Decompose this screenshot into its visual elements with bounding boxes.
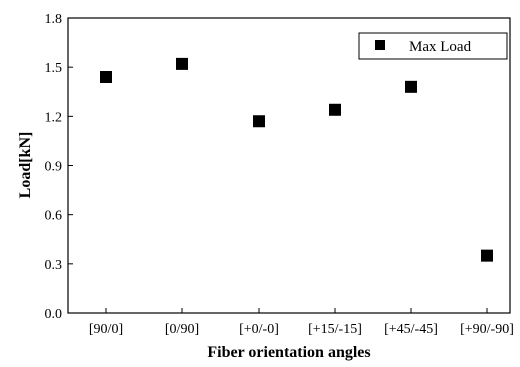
data-point [253, 115, 265, 128]
x-ticks: [90/0] [0/90] [+0/-0] [+15/-15] [+45/-45] [+9… [89, 308, 514, 337]
y-tick-label: 0.9 [45, 160, 63, 175]
x-tick-label: [+45/-45] [384, 322, 438, 337]
data-point [405, 80, 417, 93]
data-point [176, 57, 188, 70]
data-point [329, 103, 341, 116]
data-points [100, 57, 493, 262]
x-tick-label: [+90/-90] [460, 322, 514, 337]
y-tick-label: 1.8 [45, 12, 63, 27]
y-tick-label: 1.2 [45, 110, 63, 125]
legend-label: Max Load [409, 39, 472, 55]
legend-marker [375, 40, 385, 50]
y-tick-label: 0.3 [45, 258, 63, 273]
x-tick-label: [0/90] [165, 322, 199, 337]
plot-frame [67, 17, 511, 314]
y-tick-label: 0.6 [45, 209, 63, 224]
y-ticks: 0.0 0.3 0.6 0.9 1.2 1.5 1.8 [45, 12, 73, 322]
y-tick-label: 0.0 [45, 307, 63, 322]
x-tick-label: [90/0] [89, 322, 123, 337]
x-tick-label: [+15/-15] [308, 322, 362, 337]
y-axis-title: Load[kN] [17, 132, 34, 199]
data-point [481, 249, 493, 262]
y-tick-label: 1.5 [45, 61, 63, 76]
data-point [100, 71, 112, 83]
x-axis-title: Fiber orientation angles [207, 344, 370, 361]
legend: Max Load [358, 32, 508, 60]
x-tick-label: [+0/-0] [239, 322, 279, 337]
